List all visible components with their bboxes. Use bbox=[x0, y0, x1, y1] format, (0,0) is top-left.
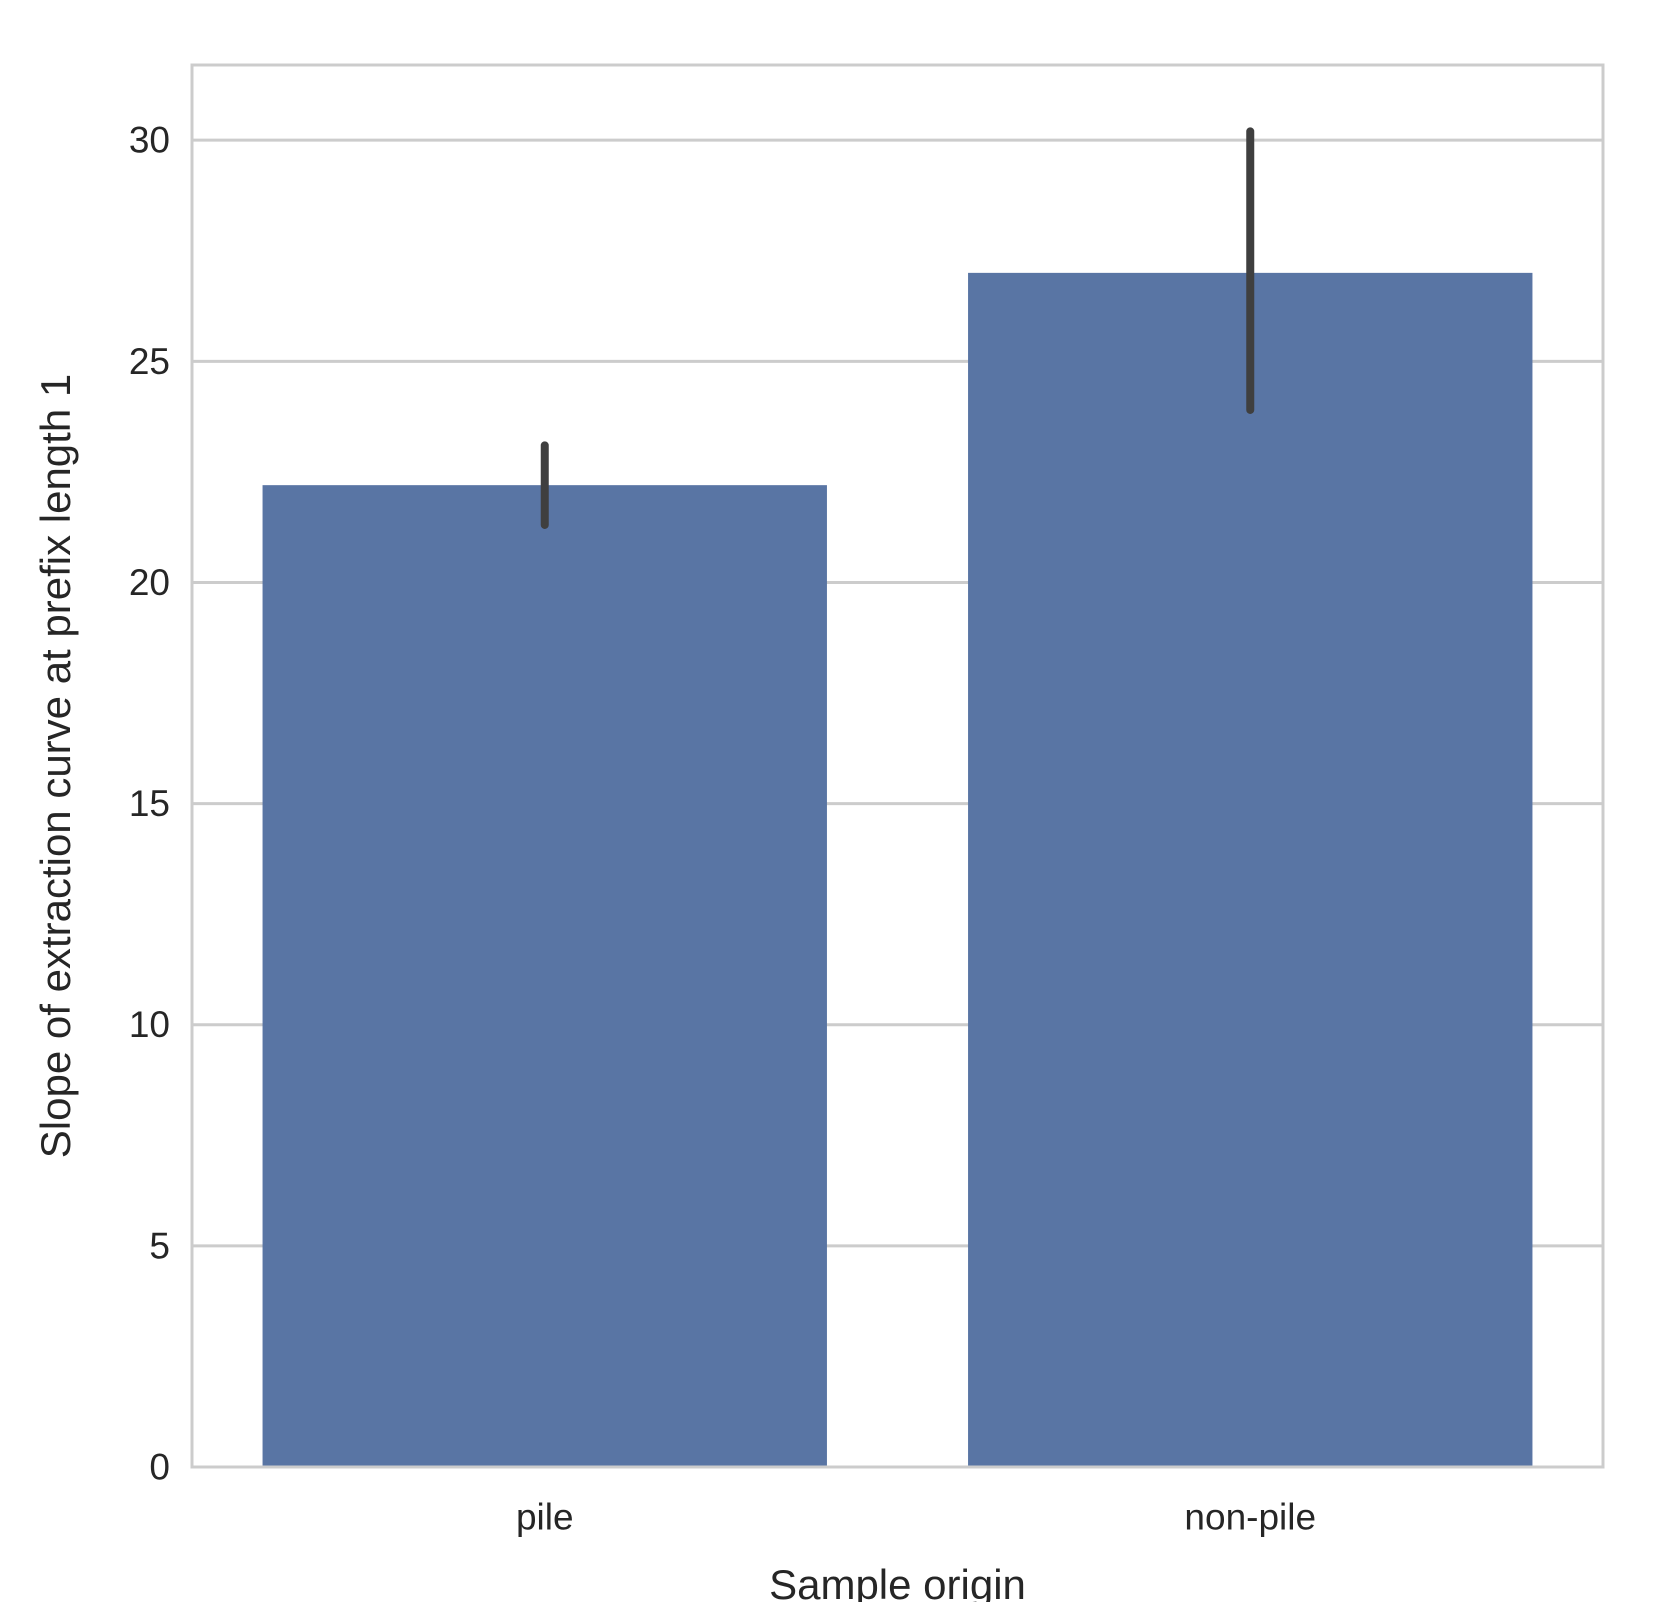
y-tick-label: 5 bbox=[149, 1225, 170, 1266]
x-tick-labels: pile non-pile bbox=[516, 1497, 1316, 1538]
plot-frame bbox=[190, 63, 1605, 1469]
x-tick-label: pile bbox=[516, 1497, 574, 1538]
x-axis-title: Sample origin bbox=[769, 1561, 1026, 1602]
y-tick-label: 10 bbox=[129, 1004, 170, 1045]
x-tick-label: non-pile bbox=[1184, 1497, 1316, 1538]
y-tick-label: 15 bbox=[129, 783, 170, 824]
y-tick-label: 0 bbox=[149, 1447, 170, 1488]
y-tick-label: 30 bbox=[129, 120, 170, 161]
error-bars bbox=[540, 127, 1255, 529]
y-axis-title: Slope of extraction curve at prefix leng… bbox=[32, 374, 79, 1158]
bars bbox=[262, 272, 1533, 1468]
y-tick-labels: 0 5 10 15 20 25 30 bbox=[129, 120, 170, 1488]
bar-pile bbox=[262, 485, 827, 1467]
bar-non-pile bbox=[968, 272, 1533, 1468]
y-tick-label: 25 bbox=[129, 341, 170, 382]
y-tick-label: 20 bbox=[129, 562, 170, 603]
